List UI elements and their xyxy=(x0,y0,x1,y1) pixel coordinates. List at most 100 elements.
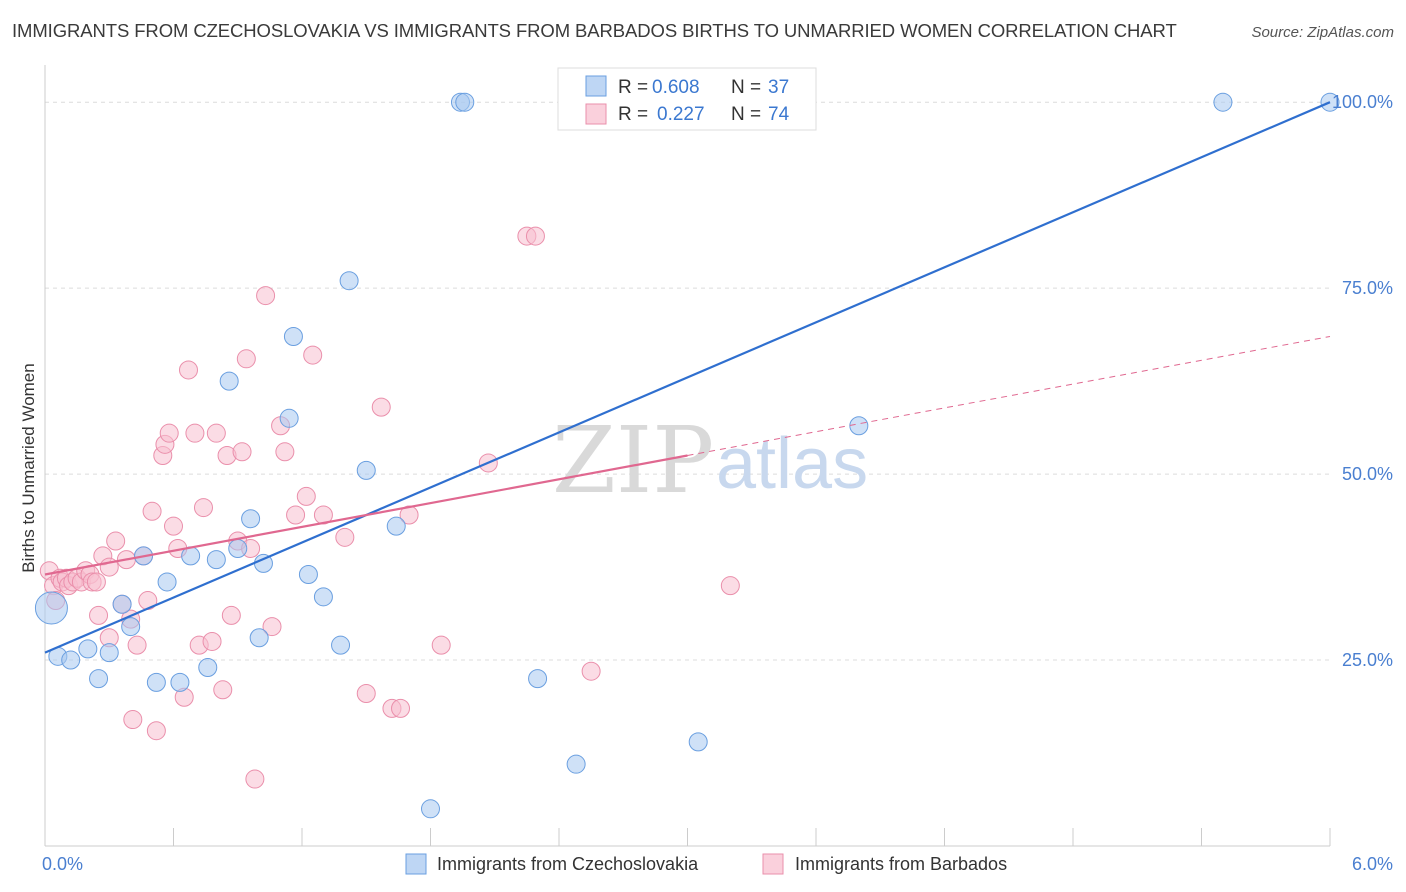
point-barbados xyxy=(146,721,166,741)
y-tick-label: 50.0% xyxy=(1342,464,1393,484)
legend: R = 0.608 N = 37 R = 0.227 N = 74 xyxy=(557,67,817,131)
point-barbados xyxy=(256,286,276,306)
point-barbados xyxy=(193,498,213,518)
trend-line xyxy=(44,454,688,576)
point-czechoslovakia xyxy=(279,408,299,428)
point-barbados xyxy=(185,423,205,443)
point-czechoslovakia xyxy=(249,628,269,648)
point-barbados xyxy=(106,531,126,551)
trend-line-dashed xyxy=(687,335,1331,456)
axes xyxy=(44,65,1331,847)
point-barbados xyxy=(164,516,183,536)
point-czechoslovakia xyxy=(331,635,351,655)
point-czechoslovakia xyxy=(121,617,141,637)
point-czechoslovakia xyxy=(283,326,303,346)
x-tick-label: 6.0% xyxy=(1352,854,1393,874)
point-czechoslovakia xyxy=(219,371,239,391)
point-czechoslovakia xyxy=(61,650,81,670)
point-czechoslovakia xyxy=(146,672,166,692)
watermark-atlas: atlas xyxy=(716,424,868,504)
legend-r-value-czechoslovakia: 0.608 xyxy=(652,77,700,98)
point-barbados xyxy=(232,442,252,462)
bottom-legend: Immigrants from Czechoslovakia Immigrant… xyxy=(405,853,1007,875)
point-barbados xyxy=(391,698,411,718)
legend-swatch-czechoslovakia xyxy=(585,75,607,97)
legend-r-label-czechoslovakia: R = xyxy=(618,77,648,98)
x-tick-label: 0.0% xyxy=(42,854,83,874)
point-czechoslovakia xyxy=(849,416,869,436)
point-barbados xyxy=(159,423,179,443)
source-label: Source: ZipAtlas.com xyxy=(1251,24,1394,41)
legend-r-label-barbados: R = xyxy=(618,104,648,125)
point-barbados xyxy=(720,576,740,596)
point-barbados xyxy=(581,661,601,681)
point-czechoslovakia xyxy=(421,799,440,819)
point-czechoslovakia xyxy=(89,669,109,689)
legend-r-value-barbados: 0.227 xyxy=(657,104,705,125)
point-czechoslovakia xyxy=(688,732,708,752)
point-barbados xyxy=(275,442,295,462)
watermark: ZIP atlas xyxy=(552,407,868,514)
legend-n-value-czechoslovakia: 37 xyxy=(768,77,789,98)
chart-title: IMMIGRANTS FROM CZECHOSLOVAKIA VS IMMIGR… xyxy=(12,20,1177,41)
point-barbados xyxy=(262,617,282,637)
point-czechoslovakia xyxy=(455,92,475,112)
point-barbados xyxy=(286,505,306,525)
point-czechoslovakia xyxy=(112,594,132,614)
point-czechoslovakia xyxy=(157,572,177,592)
x-tick-labels: 0.0% 6.0% xyxy=(42,854,1393,874)
point-barbados xyxy=(296,486,316,506)
bottom-legend-swatch-czechoslovakia xyxy=(405,853,427,875)
point-czechoslovakia xyxy=(78,639,98,659)
point-barbados xyxy=(213,680,233,700)
point-barbados xyxy=(202,631,222,651)
point-barbados xyxy=(245,769,265,789)
point-czechoslovakia xyxy=(34,591,68,625)
y-tick-labels: 25.0% 50.0% 75.0% 100.0% xyxy=(1332,92,1393,670)
legend-swatch-barbados xyxy=(585,103,607,125)
point-barbados xyxy=(525,226,545,246)
watermark-zip: ZIP xyxy=(552,407,714,514)
point-barbados xyxy=(221,605,241,625)
point-barbados xyxy=(86,572,106,592)
bottom-legend-label-barbados: Immigrants from Barbados xyxy=(795,854,1007,874)
point-czechoslovakia xyxy=(241,509,261,529)
point-czechoslovakia xyxy=(528,669,548,689)
point-barbados xyxy=(356,684,376,704)
point-czechoslovakia xyxy=(198,657,218,677)
point-czechoslovakia xyxy=(1213,92,1233,112)
point-barbados xyxy=(236,349,256,369)
legend-n-label-czechoslovakia: N = xyxy=(731,77,761,98)
point-barbados xyxy=(89,605,109,625)
point-czechoslovakia xyxy=(99,643,119,663)
point-barbados xyxy=(123,710,143,730)
point-barbados xyxy=(371,397,391,417)
y-tick-label: 100.0% xyxy=(1332,92,1393,112)
point-czechoslovakia xyxy=(206,550,226,570)
point-czechoslovakia xyxy=(298,565,318,585)
y-tick-label: 75.0% xyxy=(1342,278,1393,298)
point-barbados xyxy=(206,423,226,443)
point-czechoslovakia xyxy=(339,271,359,291)
legend-n-value-barbados: 74 xyxy=(768,104,790,125)
trend-lines xyxy=(44,101,1331,654)
y-tick-label: 25.0% xyxy=(1342,650,1393,670)
legend-n-label-barbados: N = xyxy=(731,104,761,125)
point-barbados xyxy=(127,635,147,655)
trend-line xyxy=(44,101,1331,654)
bottom-legend-swatch-barbados xyxy=(762,853,784,875)
bottom-legend-label-czechoslovakia: Immigrants from Czechoslovakia xyxy=(437,854,699,874)
point-barbados xyxy=(303,345,323,365)
point-czechoslovakia xyxy=(566,754,586,774)
point-barbados xyxy=(335,527,355,547)
point-czechoslovakia xyxy=(386,516,406,536)
y-axis-label: Births to Unmarried Women xyxy=(19,363,38,572)
point-czechoslovakia xyxy=(356,460,376,480)
point-czechoslovakia xyxy=(228,538,248,558)
point-barbados xyxy=(178,360,198,380)
point-czechoslovakia xyxy=(313,587,333,607)
point-barbados xyxy=(431,635,451,655)
point-barbados xyxy=(142,501,162,521)
point-czechoslovakia xyxy=(170,672,190,692)
